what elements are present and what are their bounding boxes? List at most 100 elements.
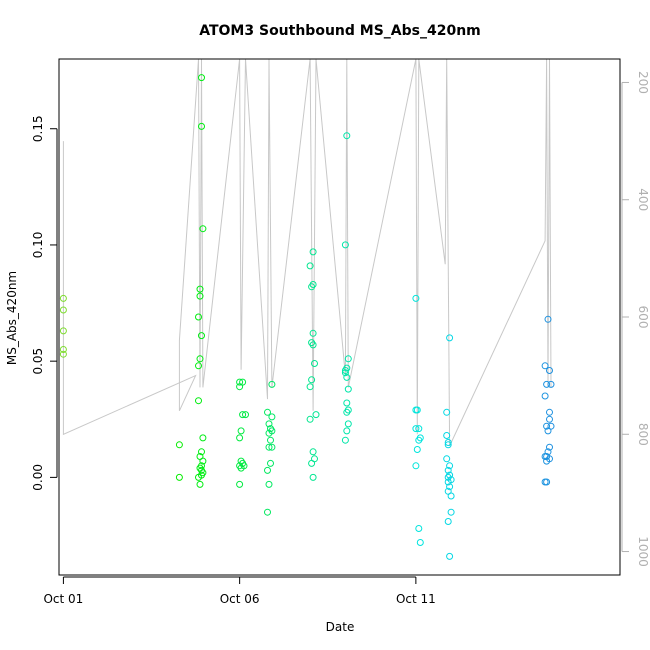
depth-line-layer xyxy=(62,58,552,447)
data-point xyxy=(446,552,454,560)
data-point xyxy=(546,415,553,423)
right-tick-label: 400 xyxy=(636,188,650,211)
data-point xyxy=(195,397,202,405)
data-point xyxy=(443,432,451,439)
x-tick-label: Oct 11 xyxy=(396,592,436,606)
data-point xyxy=(306,415,314,423)
plot-frame xyxy=(58,58,621,576)
data-point xyxy=(415,525,423,532)
data-point xyxy=(268,443,276,451)
data-point xyxy=(446,483,454,491)
data-point xyxy=(309,448,317,456)
data-point xyxy=(344,355,352,363)
data-point xyxy=(312,411,320,419)
data-point xyxy=(195,313,202,321)
x-axis-label: Date xyxy=(326,620,355,634)
series-3 xyxy=(412,294,455,560)
data-point xyxy=(443,455,451,463)
data-point xyxy=(175,473,183,481)
data-point xyxy=(309,341,317,349)
data-point xyxy=(195,362,202,370)
x-tick-label: Oct 01 xyxy=(43,592,83,606)
data-point xyxy=(444,439,452,446)
right-tick-label: 800 xyxy=(636,423,650,446)
data-point xyxy=(543,422,551,430)
data-point xyxy=(265,480,273,488)
data-point xyxy=(264,508,271,516)
depth-line xyxy=(62,58,552,447)
data-point xyxy=(447,492,455,500)
data-point xyxy=(199,457,207,465)
data-point xyxy=(309,248,317,256)
data-point xyxy=(543,380,551,388)
data-point xyxy=(544,427,552,435)
data-point xyxy=(59,350,67,358)
data-point xyxy=(59,306,67,314)
data-point xyxy=(546,367,553,374)
data-point xyxy=(443,408,451,416)
data-point xyxy=(268,413,276,421)
data-point xyxy=(59,327,67,335)
data-point xyxy=(267,459,274,467)
y-tick-label: 0.00 xyxy=(31,464,45,491)
data-point xyxy=(236,480,244,488)
data-point xyxy=(341,241,349,249)
x-axis: Oct 01 Oct 06 Oct 11 xyxy=(43,576,436,606)
data-point xyxy=(412,294,420,302)
data-point xyxy=(175,441,183,449)
data-point xyxy=(413,446,421,453)
right-axis: 200 400 600 800 1000 xyxy=(621,71,650,567)
data-point xyxy=(59,346,67,353)
data-point xyxy=(196,292,204,300)
data-point xyxy=(444,441,452,449)
data-point xyxy=(195,473,202,481)
data-point xyxy=(239,411,247,419)
data-point xyxy=(444,466,452,474)
data-point xyxy=(268,380,276,388)
data-point xyxy=(547,380,555,388)
data-point xyxy=(199,434,207,442)
data-point xyxy=(344,385,352,393)
data-point xyxy=(541,362,549,370)
data-point xyxy=(447,508,455,516)
data-point xyxy=(267,436,274,444)
data-point xyxy=(198,448,205,456)
data-point xyxy=(236,434,244,442)
y-tick-label: 0.05 xyxy=(31,348,45,375)
data-point xyxy=(341,369,349,377)
data-point xyxy=(264,466,271,474)
data-point xyxy=(264,408,271,416)
series-4 xyxy=(541,315,555,486)
data-point xyxy=(196,355,204,363)
data-point xyxy=(308,459,316,467)
data-point xyxy=(236,378,244,386)
data-point xyxy=(309,473,317,481)
data-point xyxy=(343,399,351,407)
data-point xyxy=(546,443,553,451)
y-axis: 0.00 0.05 0.10 0.15 xyxy=(31,115,58,491)
data-point xyxy=(343,373,351,381)
data-point xyxy=(343,408,351,416)
y-tick-label: 0.10 xyxy=(31,232,45,259)
data-point xyxy=(444,518,452,525)
data-point xyxy=(199,225,207,233)
x-tick-label: Oct 06 xyxy=(220,592,260,606)
series-1 xyxy=(59,74,276,516)
data-point xyxy=(308,376,316,384)
data-point xyxy=(343,427,351,435)
data-point xyxy=(265,443,273,451)
data-point xyxy=(308,283,316,291)
data-point xyxy=(446,462,454,470)
data-point xyxy=(196,285,204,293)
data-point xyxy=(413,406,421,414)
data-point xyxy=(198,74,205,82)
data-point xyxy=(541,392,549,400)
right-tick-label: 600 xyxy=(636,306,650,329)
data-point xyxy=(311,360,318,367)
data-point xyxy=(306,262,314,270)
right-tick-label: 1000 xyxy=(636,536,650,567)
series-2 xyxy=(306,132,352,481)
data-point xyxy=(341,367,349,374)
data-point xyxy=(415,436,423,444)
